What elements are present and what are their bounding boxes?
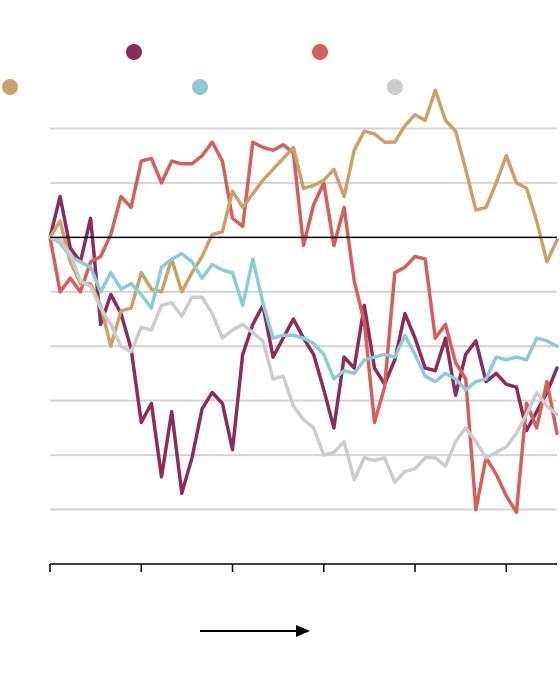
series-line-4	[48, 235, 559, 392]
legend-dot-series-5	[387, 79, 403, 95]
series-line-5	[48, 235, 559, 485]
legend-dot-series-4	[192, 79, 208, 95]
legend-dot-series-3	[2, 79, 18, 95]
series-line-2	[48, 140, 559, 515]
series-lines	[48, 88, 559, 515]
x-axis	[49, 563, 557, 572]
time-direction-arrow	[200, 625, 310, 637]
legend-dot-series-2	[312, 44, 328, 60]
legend-dot-series-1	[126, 44, 142, 60]
series-line-3	[48, 88, 559, 348]
